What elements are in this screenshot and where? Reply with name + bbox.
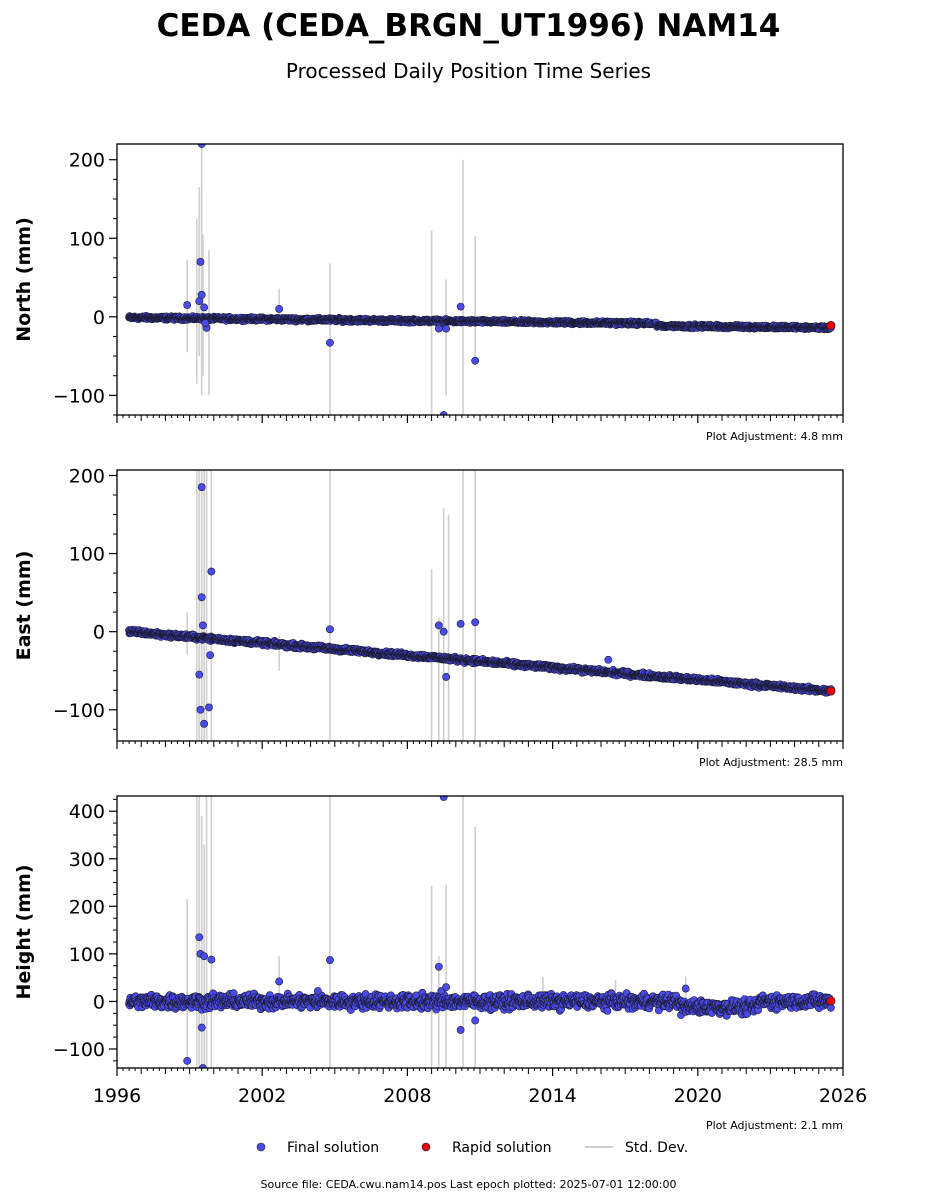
y-tick-label: 200 bbox=[69, 150, 105, 172]
final-point bbox=[229, 989, 238, 998]
final-point bbox=[197, 593, 206, 602]
final-point bbox=[199, 621, 207, 630]
final-point bbox=[442, 324, 451, 333]
final-point bbox=[200, 303, 209, 312]
panel-frame bbox=[116, 469, 844, 742]
panel-east: −100 0 100 200 East (mm) Plot Adjustment: 28.… bbox=[13, 465, 844, 769]
rapid-point bbox=[826, 320, 836, 330]
final-point bbox=[206, 651, 215, 659]
panel-north: −100 0 100 200 North (mm) Plot Adjustment: 4.… bbox=[13, 143, 844, 443]
final-point bbox=[434, 621, 443, 630]
plot-adjustment-note: Plot Adjustment: 4.8 mm bbox=[706, 430, 843, 443]
final-point bbox=[196, 705, 205, 714]
plot-area bbox=[125, 144, 836, 415]
final-point bbox=[197, 483, 206, 492]
figure-title: CEDA (CEDA_BRGN_UT1996) NAM14 bbox=[157, 8, 781, 44]
final-point bbox=[275, 305, 284, 313]
final-point bbox=[434, 324, 443, 333]
final-point bbox=[195, 670, 204, 679]
y-tick-label: −100 bbox=[53, 385, 105, 407]
final-point bbox=[201, 319, 210, 327]
final-point bbox=[442, 673, 451, 681]
final-point bbox=[205, 703, 213, 712]
y-tick-label: 0 bbox=[93, 622, 105, 644]
final-point bbox=[456, 619, 465, 628]
figure-subtitle: Processed Daily Position Time Series bbox=[286, 59, 651, 83]
plot-adjustment-note: Plot Adjustment: 28.5 mm bbox=[699, 756, 843, 769]
y-tick-label: −100 bbox=[53, 700, 105, 722]
final-point bbox=[197, 144, 206, 148]
y-axis-label: North (mm) bbox=[13, 217, 35, 342]
y-axis-label: East (mm) bbox=[13, 551, 35, 661]
final-point bbox=[183, 301, 192, 309]
y-tick-label: 200 bbox=[69, 465, 105, 487]
final-point bbox=[471, 356, 480, 365]
final-point bbox=[197, 290, 206, 299]
plot-area bbox=[125, 796, 836, 1068]
final-point bbox=[471, 618, 480, 627]
rapid-point bbox=[826, 686, 836, 696]
final-point bbox=[207, 567, 216, 576]
panel-frame bbox=[116, 143, 844, 416]
final-point bbox=[200, 719, 209, 728]
final-point bbox=[439, 627, 448, 636]
y-tick-label: 100 bbox=[69, 228, 105, 250]
final-point bbox=[196, 257, 205, 266]
final-point bbox=[604, 655, 613, 664]
plot-area bbox=[125, 470, 836, 741]
y-tick-label: 0 bbox=[93, 307, 105, 329]
final-point bbox=[326, 338, 334, 347]
final-point bbox=[326, 625, 334, 634]
panels-group: −100 0 100 200 North (mm) Plot Adjustment: 4.… bbox=[13, 143, 867, 1132]
y-tick-label: 100 bbox=[69, 544, 105, 566]
final-point bbox=[603, 1007, 612, 1015]
final-point bbox=[456, 302, 465, 311]
